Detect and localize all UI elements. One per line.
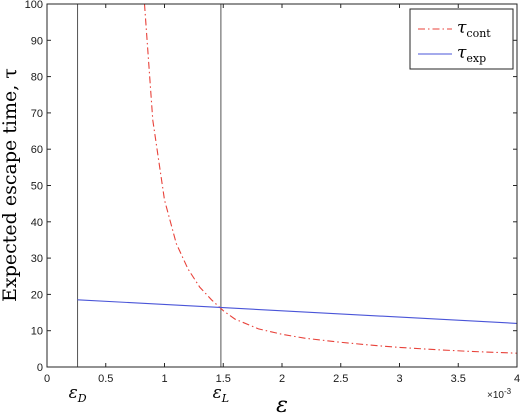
- legend: τcont τexp: [409, 8, 514, 70]
- series-line-exp: [77, 299, 518, 324]
- y-axis-label: Expected escape time, τ: [0, 68, 21, 302]
- legend-box: [409, 8, 514, 70]
- legend-label-cont: τcont: [457, 18, 491, 40]
- x-exponent-label: ×10-3: [487, 387, 512, 401]
- x-tick-label: 3: [396, 373, 402, 385]
- x-tick-label: 4: [514, 373, 520, 385]
- x-tick-label: 0: [44, 373, 50, 385]
- series-layer: [77, 3, 518, 354]
- x-tick-label: 1.5: [216, 373, 231, 385]
- x-tick-label: 2: [279, 373, 285, 385]
- series-line-cont: [143, 3, 518, 354]
- y-tick-label: 30: [31, 253, 43, 265]
- y-tick-label: 0: [37, 362, 43, 374]
- x-tick-label: 0.5: [98, 373, 113, 385]
- legend-label-exp: τexp: [457, 43, 486, 65]
- vertical-line-label-D: εD: [69, 383, 87, 405]
- x-axis-label: ε: [276, 393, 288, 414]
- y-tick-label: 40: [31, 217, 43, 229]
- y-tick-label: 20: [31, 289, 43, 301]
- vertical-lines: [77, 4, 222, 367]
- y-tick-label: 50: [31, 181, 43, 193]
- y-tick-label: 100: [25, 0, 43, 11]
- y-tick-label: 60: [31, 144, 43, 156]
- y-tick-label: 70: [31, 108, 43, 120]
- y-tick-label: 90: [31, 35, 43, 47]
- x-tick-label: 2.5: [333, 373, 348, 385]
- x-tick-label: 1: [161, 373, 167, 385]
- vertical-line-label-L: εL: [213, 383, 229, 405]
- y-tick-label: 80: [31, 72, 43, 84]
- vertical-line-labels: εD εL: [69, 383, 230, 405]
- x-tick-label: 3.5: [451, 373, 466, 385]
- y-ticks: 0 10 20 30 40 50 60 70 80 90 100: [25, 0, 517, 374]
- y-tick-label: 10: [31, 326, 43, 338]
- x-ticks: 0 0.5 1 1.5 2 2.5 3 3.5 4: [44, 4, 520, 385]
